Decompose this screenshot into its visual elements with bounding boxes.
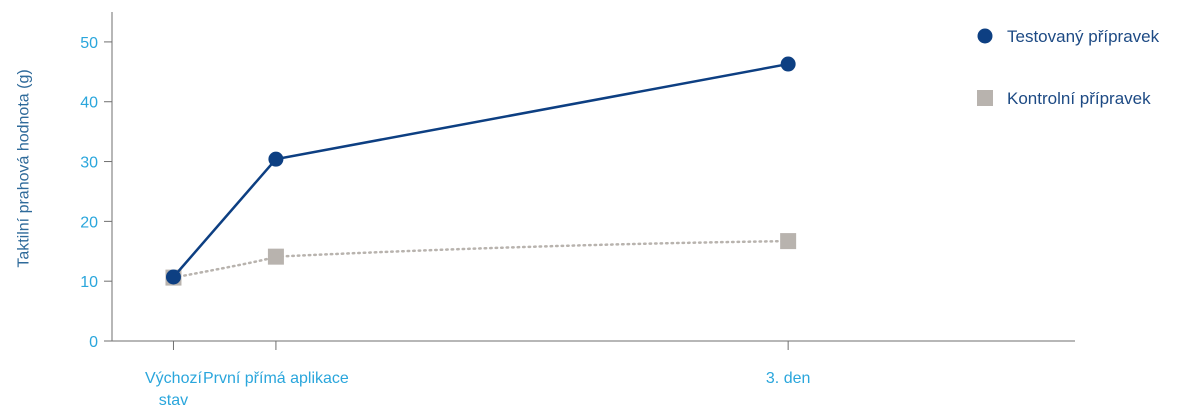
y-tick-label: 30 <box>80 155 98 172</box>
y-axis-ticks: 0 10 20 30 40 50 <box>80 35 112 351</box>
legend: Testovaný přípravek Kontrolní přípravek <box>977 27 1160 108</box>
x-tick-label: 3. den <box>766 370 810 387</box>
y-tick-label: 10 <box>80 274 98 291</box>
legend-item: Testovaný přípravek <box>977 27 1160 46</box>
series-test <box>165 56 796 285</box>
y-axis-title: Taktilní prahová hodnota (g) <box>16 69 33 267</box>
data-point <box>267 248 284 265</box>
data-point <box>780 56 796 72</box>
x-tick-label: První přímá aplikace <box>203 370 349 387</box>
y-tick-label: 0 <box>89 334 98 351</box>
y-tick-label: 50 <box>80 35 98 52</box>
series-control <box>165 233 797 286</box>
series-line <box>172 239 790 279</box>
y-tick-label: 40 <box>80 95 98 112</box>
axes <box>111 12 1075 342</box>
data-point <box>268 151 284 167</box>
data-point <box>780 233 797 250</box>
legend-label: Kontrolní přípravek <box>1007 89 1151 108</box>
series-layer <box>165 56 797 286</box>
series-line <box>172 62 789 278</box>
legend-marker <box>977 90 993 106</box>
legend-item: Kontrolní přípravek <box>977 89 1151 108</box>
data-point <box>165 269 181 285</box>
y-tick-label: 20 <box>80 214 98 231</box>
legend-label: Testovaný přípravek <box>1007 27 1160 46</box>
x-tick-label: Výchozí stav <box>145 370 202 409</box>
legend-marker <box>977 28 993 44</box>
